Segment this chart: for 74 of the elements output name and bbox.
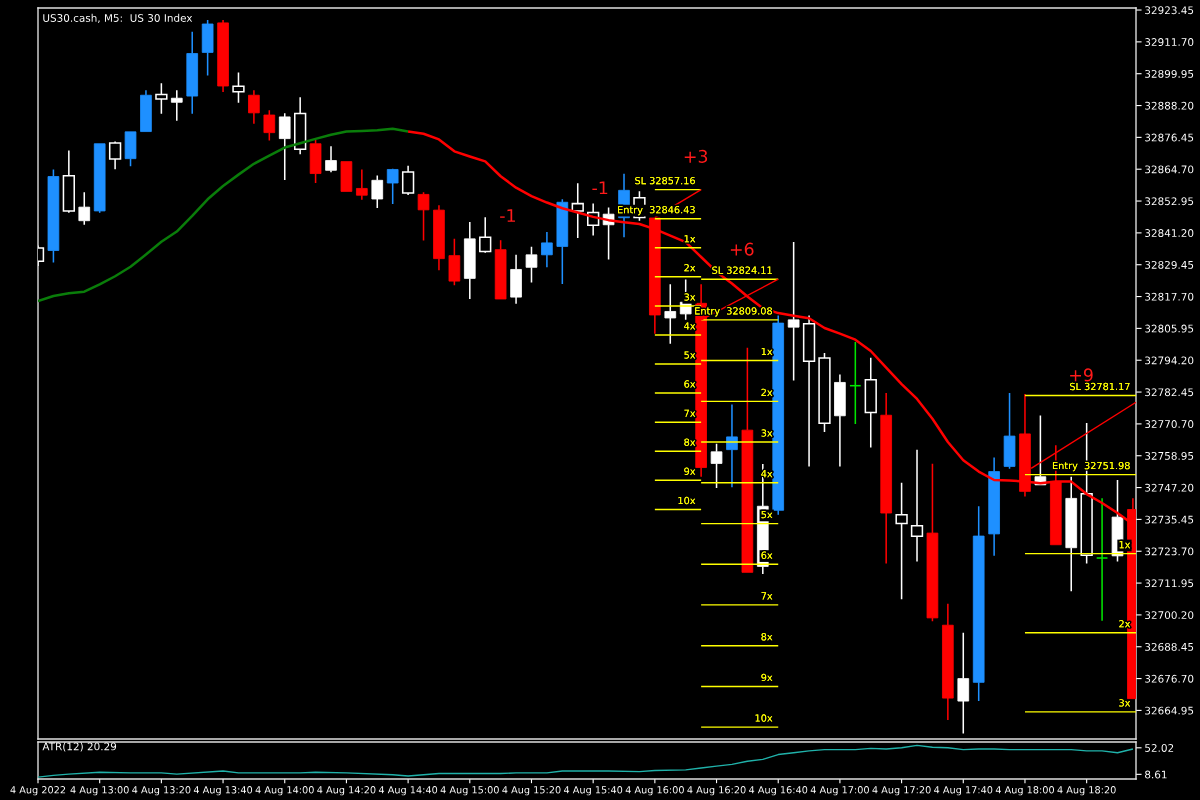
- chart-title: ATR(12) 20.29: [42, 742, 117, 752]
- y-tick-label: 32852.95: [1145, 197, 1194, 206]
- series-label: 2x: [684, 264, 696, 272]
- y-tick-label: 32782.45: [1145, 388, 1194, 397]
- series-label: 6x: [761, 551, 773, 559]
- x-tick-label: 4 Aug 13:00: [70, 786, 129, 796]
- annotation: -1: [592, 181, 608, 195]
- series-label: 8x: [684, 438, 696, 446]
- series-label: 1x: [761, 347, 773, 355]
- y-tick-label: 32735.45: [1145, 515, 1194, 524]
- series-label: 5x: [761, 511, 773, 519]
- x-tick-label: 4 Aug 2022: [10, 786, 66, 796]
- x-tick-label: 4 Aug 18:00: [995, 786, 1055, 796]
- y-tick-label: 32794.20: [1145, 356, 1194, 365]
- series-label: 6x: [684, 380, 696, 388]
- series-label: 7x: [761, 592, 773, 600]
- series-label: 9x: [761, 673, 773, 682]
- x-tick-label: 4 Aug 16:20: [687, 786, 746, 796]
- series-label: 9x: [684, 467, 696, 475]
- y-tick-label: 32841.20: [1145, 229, 1194, 237]
- y-tick-label: 52.02: [1145, 744, 1174, 752]
- x-tick-label: 4 Aug 15:00: [440, 786, 499, 796]
- y-tick-label: 32805.95: [1145, 324, 1194, 333]
- series-label: Entry 32846.43: [618, 206, 695, 216]
- y-tick-label: 32876.45: [1145, 133, 1194, 142]
- y-tick-label: 32899.95: [1145, 69, 1194, 78]
- x-tick-label: 4 Aug 15:20: [502, 786, 561, 796]
- series-label: 4x: [684, 322, 696, 330]
- y-tick-label: 32911.70: [1145, 38, 1194, 46]
- y-tick-label: 32711.95: [1145, 579, 1194, 588]
- x-tick-label: 4 Aug 17:00: [810, 786, 869, 796]
- y-tick-label: 32770.70: [1145, 420, 1194, 428]
- series-label: 1x: [684, 235, 696, 243]
- x-tick-label: 4 Aug 14:40: [378, 786, 438, 796]
- annotation: +9: [1070, 368, 1093, 382]
- y-tick-label: 32723.70: [1145, 547, 1194, 556]
- x-tick-label: 4 Aug 16:40: [749, 786, 808, 796]
- x-tick-label: 4 Aug 17:40: [934, 786, 993, 796]
- annotation: -1: [500, 209, 515, 222]
- series-label: 1x: [1119, 541, 1131, 549]
- series-label: 3x: [761, 429, 773, 437]
- y-tick-label: 32829.45: [1145, 260, 1194, 269]
- series-label: 3x: [684, 293, 696, 301]
- x-tick-label: 4 Aug 15:40: [563, 786, 623, 796]
- series-label: 3x: [1119, 699, 1131, 707]
- annotation: +6: [730, 242, 754, 256]
- x-tick-label: 4 Aug 14:00: [255, 786, 314, 796]
- y-tick-label: 32923.45: [1145, 6, 1194, 15]
- x-tick-label: 4 Aug 17:20: [872, 786, 931, 796]
- y-tick-label: 32700.20: [1145, 611, 1194, 620]
- series-label: SL 32781.17: [1070, 382, 1130, 391]
- y-tick-label: 32888.20: [1145, 101, 1194, 110]
- x-tick-label: 4 Aug 16:00: [625, 786, 684, 796]
- series-label: 5x: [684, 351, 696, 359]
- series-label: 2x: [761, 388, 773, 396]
- series-label: 10x: [755, 714, 773, 722]
- chart-title: US30.cash, M5: US 30 Index: [43, 13, 193, 23]
- y-tick-label: 32817.70: [1145, 292, 1194, 301]
- x-tick-label: 4 Aug 13:20: [132, 786, 191, 796]
- y-tick-label: 32676.70: [1145, 674, 1194, 683]
- x-tick-label: 4 Aug 18:20: [1057, 786, 1116, 796]
- y-tick-label: 32664.95: [1145, 706, 1194, 715]
- series-label: 8x: [761, 633, 773, 641]
- y-tick-label: 32688.45: [1145, 642, 1194, 651]
- y-tick-label: 32758.95: [1145, 451, 1194, 460]
- series-label: 7x: [684, 409, 696, 417]
- annotation: +3: [684, 149, 708, 163]
- y-tick-label: 32864.70: [1145, 165, 1194, 174]
- x-tick-label: 4 Aug 13:40: [193, 786, 253, 796]
- x-tick-label: 4 Aug 14:20: [317, 786, 376, 796]
- y-tick-label: 32747.20: [1145, 483, 1194, 492]
- series-label: 10x: [678, 496, 696, 505]
- series-label: SL 32857.16: [635, 176, 695, 185]
- y-tick-label: 8.61: [1145, 770, 1167, 779]
